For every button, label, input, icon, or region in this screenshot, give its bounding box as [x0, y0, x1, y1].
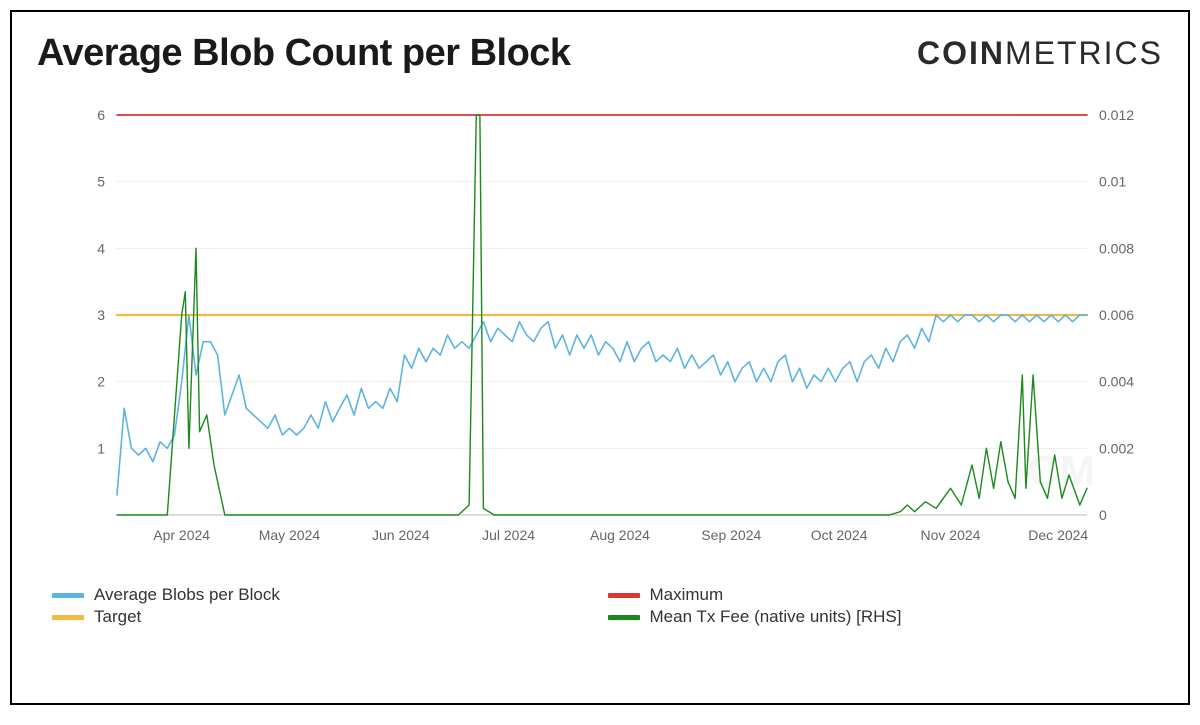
svg-text:Oct 2024: Oct 2024: [811, 527, 868, 543]
svg-text:0.008: 0.008: [1099, 240, 1134, 256]
svg-text:0.004: 0.004: [1099, 374, 1134, 390]
legend-label: Maximum: [650, 585, 724, 605]
svg-text:0.006: 0.006: [1099, 307, 1134, 323]
chart-title: Average Blob Count per Block: [37, 32, 571, 75]
logo-part2: METRICS: [1005, 35, 1163, 72]
legend-item-mean-fee: Mean Tx Fee (native units) [RHS]: [608, 607, 1164, 627]
legend: Average Blobs per Block Target Maximum M…: [52, 585, 1163, 629]
svg-text:Aug 2024: Aug 2024: [590, 527, 650, 543]
svg-text:0.002: 0.002: [1099, 440, 1134, 456]
svg-text:0.012: 0.012: [1099, 107, 1134, 123]
legend-label: Average Blobs per Block: [94, 585, 280, 605]
svg-text:0.01: 0.01: [1099, 174, 1126, 190]
legend-item-target: Target: [52, 607, 608, 627]
legend-swatch: [608, 615, 640, 620]
header-row: Average Blob Count per Block COINMETRICS: [37, 32, 1163, 75]
chart-plot-area: CM 12345600.0020.0040.0060.0080.010.012A…: [57, 95, 1137, 575]
svg-text:4: 4: [97, 240, 105, 256]
logo-part1: COIN: [917, 35, 1005, 72]
svg-text:3: 3: [97, 307, 105, 323]
legend-item-maximum: Maximum: [608, 585, 1164, 605]
legend-label: Mean Tx Fee (native units) [RHS]: [650, 607, 902, 627]
svg-text:May 2024: May 2024: [259, 527, 321, 543]
svg-text:5: 5: [97, 174, 105, 190]
svg-text:2: 2: [97, 374, 105, 390]
svg-text:Apr 2024: Apr 2024: [153, 527, 210, 543]
svg-text:0: 0: [1099, 507, 1107, 523]
svg-text:1: 1: [97, 440, 105, 456]
svg-text:Jul 2024: Jul 2024: [482, 527, 535, 543]
chart-container: Average Blob Count per Block COINMETRICS…: [10, 10, 1190, 705]
legend-swatch: [52, 593, 84, 598]
svg-text:6: 6: [97, 107, 105, 123]
svg-text:Jun 2024: Jun 2024: [372, 527, 430, 543]
svg-text:Nov 2024: Nov 2024: [921, 527, 981, 543]
legend-swatch: [608, 593, 640, 598]
legend-swatch: [52, 615, 84, 620]
legend-label: Target: [94, 607, 141, 627]
svg-text:Dec 2024: Dec 2024: [1028, 527, 1088, 543]
svg-text:Sep 2024: Sep 2024: [701, 527, 761, 543]
legend-item-avg-blobs: Average Blobs per Block: [52, 585, 608, 605]
brand-logo: COINMETRICS: [917, 35, 1163, 72]
chart-svg: 1 2 3 4 5 6 0 0.002 0.004 0.006 0.008 0.01 0.012 Apr …: [57, 95, 1137, 575]
